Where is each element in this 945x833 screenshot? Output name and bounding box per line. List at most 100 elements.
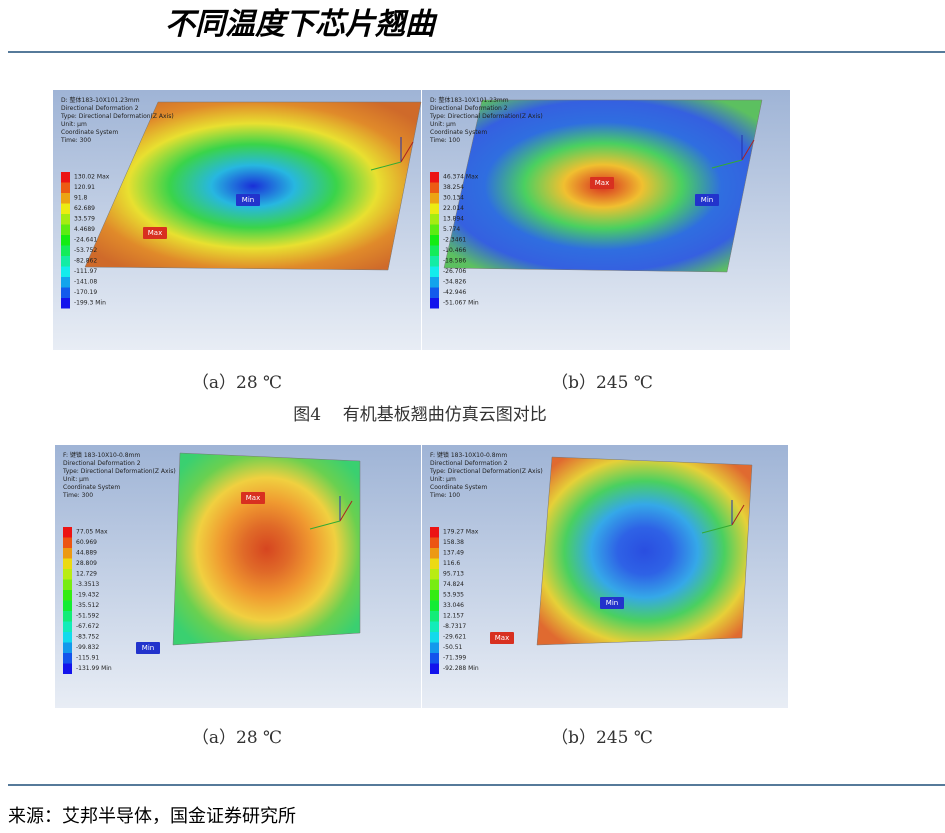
legend-swatch	[61, 182, 70, 193]
legend-label: -51.067 Min	[443, 300, 479, 307]
legend-swatch	[63, 663, 72, 674]
page-title: 不同温度下芯片翘曲	[165, 7, 438, 42]
panel-header-line: Unit: μm	[61, 121, 87, 128]
legend-swatch	[61, 256, 70, 267]
legend-label: 33.046	[443, 602, 464, 609]
legend-label: -50.51	[443, 644, 463, 651]
panel-header-line: Directional Deformation 2	[61, 105, 139, 112]
panel-header-line: D: 整体183-10X101.23mm	[430, 96, 509, 104]
legend-swatch	[430, 235, 439, 246]
panel-header-line: Coordinate System	[63, 484, 120, 491]
panel-header-line: Coordinate System	[430, 129, 487, 136]
panel-caption: （b）245 ℃	[551, 728, 653, 748]
legend-label: 137.49	[443, 550, 464, 557]
legend-swatch	[430, 527, 439, 538]
legend-label: 12.729	[76, 571, 97, 578]
panel-header-line: F: 键镇 183-10X10-0.8mm	[63, 451, 140, 459]
axis-triad	[741, 139, 755, 161]
panel-header-line: F: 键镇 183-10X10-0.8mm	[430, 451, 507, 459]
panel-header-line: Directional Deformation 2	[430, 105, 508, 112]
legend-label: 130.02 Max	[74, 174, 110, 181]
marker-label: Min	[606, 599, 618, 607]
legend-swatch	[430, 653, 439, 664]
panel-header-line: Unit: μm	[430, 476, 456, 483]
panel-header-line: Time: 100	[429, 492, 460, 499]
legend-label: 60.969	[76, 539, 97, 546]
legend-swatch	[63, 611, 72, 622]
legend-swatch	[61, 298, 70, 309]
legend-label: -53.752	[74, 247, 97, 254]
panel-caption: （b）245 ℃	[551, 373, 653, 393]
legend-label: 91.8	[74, 195, 88, 202]
legend-label: -10.466	[443, 247, 466, 254]
axis-triad	[309, 520, 341, 530]
legend-swatch	[430, 558, 439, 569]
panel-header-line: Time: 300	[62, 492, 93, 499]
legend-label: -2.3461	[443, 237, 466, 244]
panel-header-line: Type: Directional Deformation(Z Axis)	[429, 113, 543, 120]
panel-header-line: Directional Deformation 2	[430, 460, 508, 467]
legend-swatch	[430, 277, 439, 288]
legend-swatch	[63, 632, 72, 643]
figure-caption: 图4 有机基板翘曲仿真云图对比	[293, 405, 546, 425]
marker-box	[590, 177, 614, 189]
legend-label: -42.946	[443, 289, 466, 296]
legend-label: -67.672	[76, 623, 99, 630]
legend-swatch	[430, 214, 439, 225]
legend-swatch	[63, 642, 72, 653]
marker-box	[143, 227, 167, 239]
legend-swatch	[61, 266, 70, 277]
legend-label: 44.889	[76, 550, 97, 557]
legend-swatch	[61, 235, 70, 246]
legend-swatch	[61, 224, 70, 235]
legend-label: -131.99 Min	[76, 665, 112, 672]
legend-label: 28.809	[76, 560, 97, 567]
axis-triad	[701, 524, 733, 534]
marker-label: Max	[595, 179, 609, 187]
panel-header-line: Time: 300	[60, 137, 91, 144]
legend-swatch	[63, 579, 72, 590]
deformed-plate	[536, 456, 753, 646]
axis-triad	[731, 504, 745, 526]
legend-label: 77.05 Max	[76, 529, 108, 536]
legend-swatch	[430, 537, 439, 548]
legend-label: 4.4689	[74, 226, 95, 233]
legend-label: -51.592	[76, 613, 99, 620]
panel-header-line: Unit: μm	[63, 476, 89, 483]
legend-swatch	[63, 527, 72, 538]
legend-label: -29.621	[443, 634, 466, 641]
legend-swatch	[430, 590, 439, 601]
deformed-plate	[84, 101, 422, 271]
legend-label: -71.399	[443, 655, 466, 662]
legend-swatch	[63, 548, 72, 559]
panel-header-line: Type: Directional Deformation(Z Axis)	[429, 468, 543, 475]
legend-label: 95.713	[443, 571, 464, 578]
legend-swatch	[430, 298, 439, 309]
legend-label: -111.97	[74, 268, 97, 275]
axis-triad	[711, 159, 743, 169]
panel-header-line: Coordinate System	[61, 129, 118, 136]
legend-swatch	[61, 172, 70, 183]
marker-label: Max	[495, 634, 509, 642]
panel-header-line: Directional Deformation 2	[63, 460, 141, 467]
legend-label: -35.512	[76, 602, 99, 609]
legend-label: -8.7317	[443, 623, 466, 630]
legend-swatch	[430, 600, 439, 611]
legend-swatch	[430, 182, 439, 193]
panel-caption: （a）28 ℃	[192, 373, 282, 393]
legend-swatch	[61, 277, 70, 288]
legend-label: -99.832	[76, 644, 99, 651]
legend-swatch	[430, 569, 439, 580]
legend-label: 62.689	[74, 205, 95, 212]
legend-swatch	[63, 621, 72, 632]
legend-label: 13.894	[443, 216, 464, 223]
legend-label: -170.19	[74, 289, 97, 296]
marker-label: Min	[242, 196, 254, 204]
panel-header-line: Type: Directional Deformation(Z Axis)	[62, 468, 176, 475]
panel-caption: （a）28 ℃	[192, 728, 282, 748]
legend-swatch	[430, 621, 439, 632]
legend-label: -82.862	[74, 258, 97, 265]
